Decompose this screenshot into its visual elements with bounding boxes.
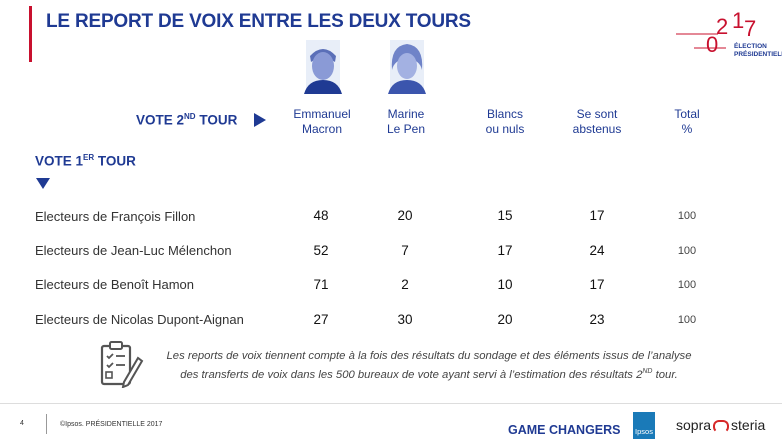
copyright: ©Ipsos. PRÉSIDENTIELLE 2017 [60,421,163,428]
cell-dupont-aignan-blancs: 20 [497,312,513,327]
candidate-photo-le-pen [388,40,426,94]
cell-dupont-aignan-lepen: 30 [397,312,413,327]
checklist-pencil-icon [100,341,144,388]
cell-melenchon-blancs: 17 [497,243,513,258]
title-accent-bar [29,6,32,62]
col-header-line2: % [681,122,693,136]
col-header-abstenus: Se sont abstenus [552,107,642,137]
col-header-line1: Se sont [576,107,618,121]
logo-digit-1: 1 [732,8,744,33]
game-changers-tagline: GAME CHANGERS [508,423,621,437]
col-header-line1: Blancs [486,107,524,121]
logo-line1: ÉLECTION [734,41,767,50]
note-line2: des transferts de voix dans les 500 bure… [180,368,678,381]
cell-hamon-lepen: 2 [401,277,409,292]
logo-digit-2: 2 [716,14,728,39]
cell-fillon-abstenus: 17 [589,208,605,223]
election-2017-logo: 2 1 0 7 ÉLECTION PRÉSIDENTIELLE [676,8,782,58]
cell-dupont-aignan-abstenus: 23 [589,312,605,327]
col-header-line1: Marine [387,107,425,121]
col-header-line2: Macron [301,122,342,136]
cell-melenchon-lepen: 7 [401,243,409,258]
note-line1: Les reports de voix tiennent compte à la… [166,350,692,362]
page-number: 4 [20,420,24,427]
vote-second-round-label: VOTE 2ND TOUR [136,112,238,128]
logo-line2: PRÉSIDENTIELLE [734,49,782,58]
cell-fillon-total: 100 [677,210,697,222]
cell-dupont-aignan-total: 100 [677,314,697,326]
cell-fillon-macron: 48 [313,208,329,223]
col-header-total: Total% [642,107,732,137]
cell-melenchon-abstenus: 24 [589,243,605,258]
col-header-line1: Total [674,107,700,121]
footer-divider [0,403,782,404]
row-label-melenchon: Electeurs de Jean-Luc Mélenchon [35,243,232,258]
cell-fillon-blancs: 15 [497,208,513,223]
arrow-down-icon [36,178,50,189]
cell-hamon-abstenus: 17 [589,277,605,292]
methodology-note: Les reports de voix tiennent compte à la… [146,349,712,383]
cell-melenchon-total: 100 [677,245,697,257]
sopra-steria-mark-icon [713,419,730,433]
col-header-line2: Le Pen [386,122,426,136]
logo-digit-0: 0 [706,32,718,57]
page-title: LE REPORT DE VOIX ENTRE LES DEUX TOURS [46,11,471,32]
row-label-dupont-aignan: Electeurs de Nicolas Dupont-Aignan [35,312,244,327]
cell-dupont-aignan-macron: 27 [313,312,329,327]
col-header-line1: Emmanuel [293,107,351,121]
col-header-line2: abstenus [572,122,622,136]
logo-digit-7: 7 [744,16,756,41]
footer-separator [46,414,47,434]
row-label-hamon: Electeurs de Benoît Hamon [35,277,194,292]
sopra-steria-logo: sopra steria [676,417,766,433]
cell-melenchon-macron: 52 [313,243,329,258]
candidate-photo-macron [304,40,342,94]
col-header-blancs: Blancs ou nuls [460,107,550,137]
cell-hamon-blancs: 10 [497,277,513,292]
row-label-fillon: Electeurs de François Fillon [35,209,196,224]
vote-first-round-label: VOTE 1ER TOUR [35,153,136,169]
cell-hamon-total: 100 [677,279,697,291]
col-header-line2: ou nuls [485,122,525,136]
cell-fillon-lepen: 20 [397,208,413,223]
cell-hamon-macron: 71 [313,277,329,292]
ipsos-logo: Ipsos [633,412,655,439]
arrow-right-icon [254,113,266,127]
col-header-macron: Emmanuel Macron [277,107,367,137]
col-header-le-pen: Marine Le Pen [361,107,451,137]
